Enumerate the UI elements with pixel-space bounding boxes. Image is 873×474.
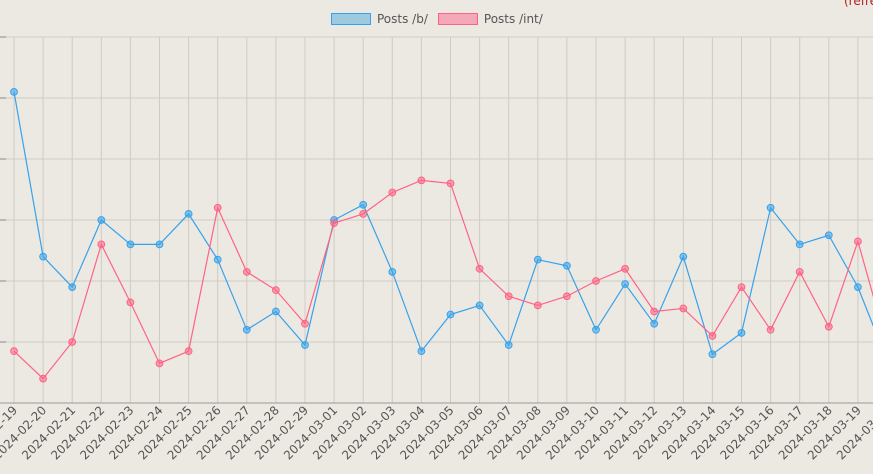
data-point — [679, 252, 688, 261]
data-point — [475, 301, 484, 310]
data-point — [272, 307, 280, 316]
data-point — [10, 88, 18, 96]
data-point — [242, 267, 251, 276]
data-point — [126, 298, 135, 307]
data-point — [795, 267, 804, 276]
data-point — [272, 286, 280, 295]
data-point — [475, 264, 484, 273]
data-point — [708, 332, 717, 340]
refresh-link[interactable]: (refre — [843, 0, 873, 8]
data-point — [737, 283, 746, 292]
data-point — [301, 319, 309, 328]
legend-label-b: Posts /b/ — [377, 12, 428, 26]
data-point — [824, 231, 833, 240]
series-line-0 — [13, 91, 873, 356]
data-point — [592, 325, 600, 334]
data-point — [388, 267, 397, 276]
legend-swatch-int — [437, 13, 478, 25]
data-point — [68, 338, 77, 346]
data-point — [10, 347, 18, 356]
data-point — [417, 176, 426, 185]
data-point — [446, 310, 455, 319]
data-point — [679, 304, 688, 313]
data-point — [737, 328, 746, 337]
data-point — [533, 255, 542, 264]
data-point — [213, 255, 222, 264]
data-point — [854, 237, 862, 246]
data-point — [213, 203, 222, 212]
data-point — [563, 261, 571, 270]
data-point — [39, 374, 47, 383]
data-point — [68, 283, 77, 292]
data-point — [388, 188, 397, 197]
data-point — [766, 325, 775, 334]
data-point — [592, 277, 600, 285]
data-point — [621, 280, 629, 288]
data-point — [97, 216, 106, 224]
data-point — [155, 240, 164, 249]
data-point — [446, 179, 455, 188]
data-point — [504, 341, 513, 349]
data-point — [330, 219, 339, 227]
data-point — [359, 210, 368, 218]
data-point — [708, 350, 717, 359]
data-point — [359, 200, 368, 209]
data-point — [242, 325, 251, 334]
data-point — [795, 240, 804, 249]
data-point — [650, 319, 659, 328]
data-point — [563, 292, 571, 301]
chart-legend: Posts /b/ Posts /int/ — [331, 12, 553, 26]
data-point — [854, 283, 862, 292]
legend-label-int: Posts /int/ — [483, 12, 543, 26]
data-point — [533, 301, 542, 310]
data-point — [824, 322, 833, 331]
data-point — [417, 347, 426, 356]
data-point — [621, 264, 629, 273]
data-point — [504, 292, 513, 301]
data-point — [126, 240, 135, 249]
legend-item-int[interactable]: Posts /int/ — [437, 12, 543, 26]
legend-swatch-b — [331, 13, 371, 25]
data-point — [97, 240, 106, 249]
data-point — [184, 210, 193, 218]
legend-item-b[interactable]: Posts /b/ — [331, 12, 428, 26]
data-point — [39, 252, 47, 261]
data-point — [184, 347, 193, 356]
data-point — [301, 341, 309, 349]
data-point — [766, 203, 775, 212]
series-line-1 — [13, 179, 873, 380]
data-point — [650, 307, 659, 316]
data-point — [155, 359, 164, 368]
